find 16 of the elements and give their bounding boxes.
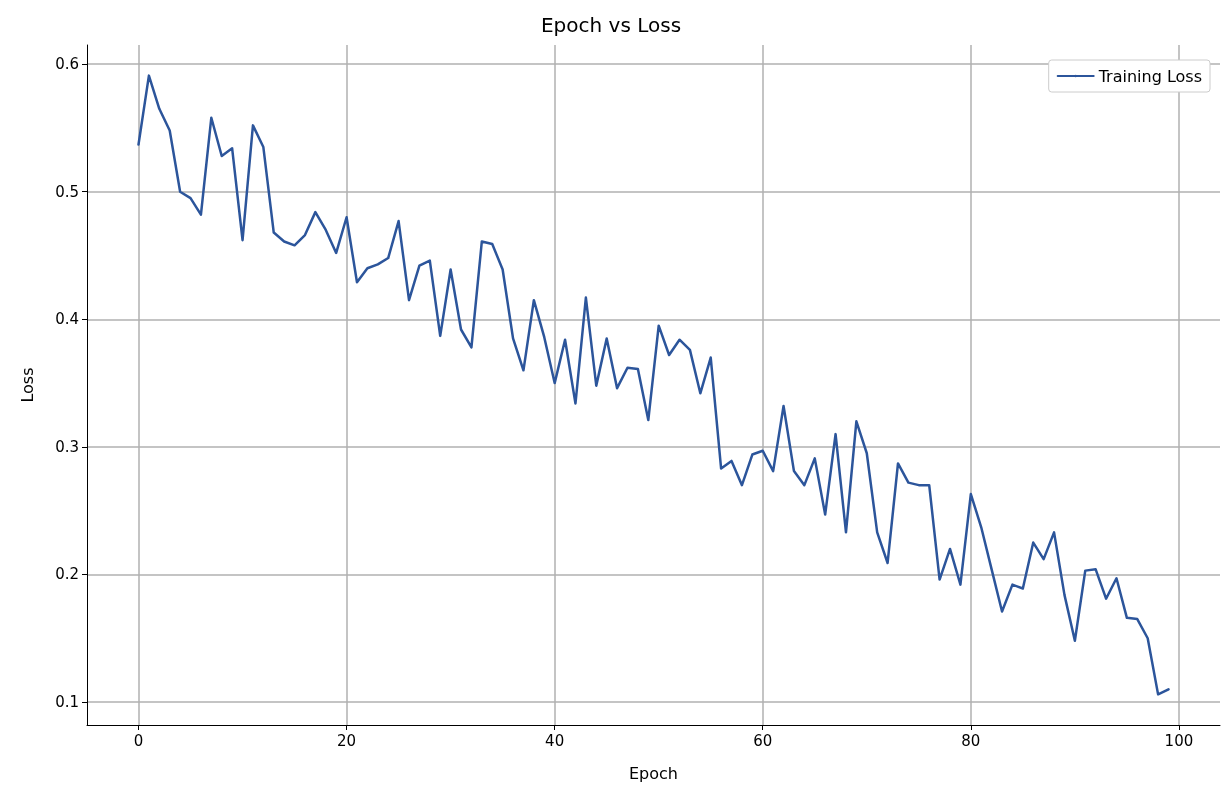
- x-tick-label: 80: [961, 731, 981, 750]
- y-tick-label: 0.1: [55, 693, 79, 712]
- y-tick-label: 0.5: [55, 182, 79, 201]
- y-tick-label: 0.6: [55, 55, 79, 74]
- chart-title: Epoch vs Loss: [540, 13, 682, 37]
- legend-label: Training Loss: [1097, 66, 1202, 86]
- y-tick-label: 0.4: [55, 310, 79, 329]
- x-tick-label: 60: [753, 731, 773, 750]
- y-axis-title: Loss: [17, 367, 37, 403]
- x-tick-label: 20: [337, 731, 357, 750]
- x-tick-label: 40: [545, 731, 565, 750]
- x-tick-label: 100: [1164, 731, 1194, 750]
- x-axis-title: Epoch: [629, 763, 678, 783]
- x-tick-label: 0: [133, 731, 144, 750]
- y-tick-label: 0.2: [55, 565, 79, 584]
- y-tick-label: 0.3: [55, 437, 79, 456]
